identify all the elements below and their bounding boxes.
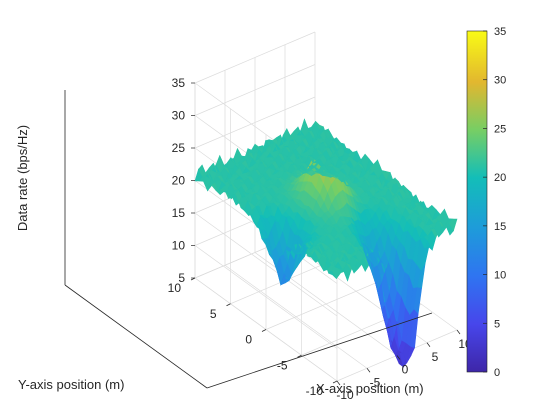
colorbar-tick-label: 30 <box>494 75 506 87</box>
x-tick-label: -5 <box>370 375 381 389</box>
z-tick-label: 30 <box>172 109 186 123</box>
colorbar-tick-label: 35 <box>494 26 506 38</box>
z-tick-labels: 5 10 15 20 25 30 35 <box>172 76 195 285</box>
y-tick-mark <box>261 329 267 332</box>
y-axis-line <box>64 284 208 389</box>
colorbar: 0 5 10 15 20 25 30 35 <box>466 26 506 379</box>
y-tick-mark <box>332 380 338 384</box>
y-axis-label: Y-axis position (m) <box>18 377 124 392</box>
z-axis-label: Data rate (bps/Hz) <box>15 125 30 231</box>
x-tick-mark <box>366 368 371 373</box>
z-tick-label: 15 <box>172 206 186 220</box>
y-tick-mark <box>190 277 196 281</box>
colorbar-tick-label: 15 <box>494 221 506 233</box>
x-tick-label: 5 <box>432 350 439 364</box>
x-tick-label: 0 <box>402 363 409 377</box>
y-tick-label: -5 <box>277 358 288 372</box>
colorbar-tick-label: 25 <box>494 123 506 135</box>
x-tick-mark <box>456 329 461 335</box>
colorbar-tick-label: 0 <box>494 367 500 379</box>
y-tick-label: -10 <box>306 384 324 398</box>
x-axis-label: X-axis position (m) <box>316 381 424 396</box>
z-tick-label: 25 <box>172 141 186 155</box>
z-tick-label: 35 <box>172 76 186 90</box>
colorbar-tick-label: 20 <box>494 172 506 184</box>
y-tick-mark <box>226 303 231 307</box>
y-tick-label: 0 <box>245 333 252 347</box>
x-tick-mark <box>336 380 341 386</box>
colorbar-tick-label: 5 <box>494 318 500 330</box>
x-tick-label: -10 <box>336 388 354 402</box>
colorbar-gradient <box>466 30 488 373</box>
y-tick-label: 5 <box>210 307 217 321</box>
x-tick-mark <box>426 342 431 347</box>
y-tick-label: 10 <box>168 281 182 295</box>
z-tick-label: 5 <box>178 271 185 285</box>
z-tick-label: 10 <box>172 239 186 253</box>
x-axis-line <box>206 312 433 389</box>
colorbar-tick-label: 10 <box>494 270 506 282</box>
colorbar-tick-labels: 0 5 10 15 20 25 30 35 <box>483 26 506 379</box>
x-tick-mark <box>396 355 401 360</box>
surface-cell <box>448 218 458 232</box>
y-tick-labels: 10 5 0 -5 -10 <box>168 277 338 398</box>
z-tick-label: 20 <box>172 174 186 188</box>
y-tick-mark <box>297 354 302 358</box>
surface <box>194 118 458 368</box>
axes <box>64 90 433 389</box>
